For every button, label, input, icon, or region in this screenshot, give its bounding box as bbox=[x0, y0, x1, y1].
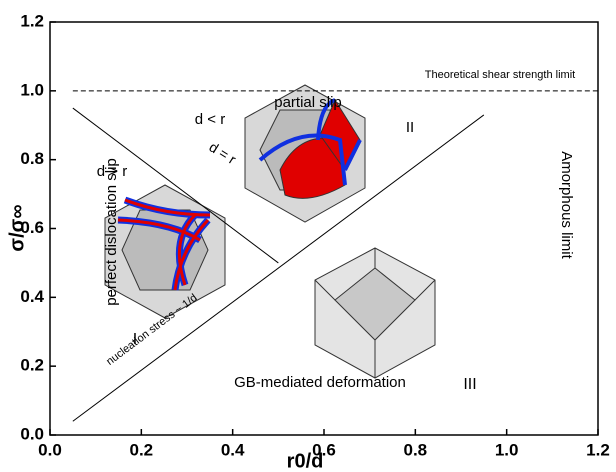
x-tick-label: 1.2 bbox=[586, 440, 610, 459]
y-tick-label: 0.6 bbox=[20, 218, 44, 237]
annotation: Theoretical shear strength limit bbox=[425, 69, 575, 81]
x-tick-label: 1.0 bbox=[495, 440, 519, 459]
y-tick-label: 1.2 bbox=[20, 11, 44, 30]
y-axis-label: σ/σ∞ bbox=[6, 204, 28, 251]
annotation: II bbox=[406, 119, 414, 136]
annotation: partial slip bbox=[274, 94, 342, 111]
y-tick-label: 0.4 bbox=[20, 287, 44, 306]
boundary-line bbox=[72, 107, 279, 264]
y-tick-label: 0.2 bbox=[20, 356, 44, 375]
annotation: perfect dislocation slip bbox=[103, 158, 120, 306]
y-tick-label: 0.0 bbox=[20, 424, 44, 443]
annotation: d > r bbox=[97, 163, 127, 180]
x-axis-label: r0/d bbox=[287, 450, 324, 472]
annotation: III bbox=[463, 376, 476, 393]
x-tick-label: 0.2 bbox=[130, 440, 154, 459]
x-tick-label: 0.6 bbox=[312, 440, 336, 459]
x-tick-label: 0.0 bbox=[38, 440, 62, 459]
x-tick-label: 0.8 bbox=[404, 440, 428, 459]
annotation: d = r bbox=[206, 139, 239, 168]
annotation: GB-mediated deformation bbox=[234, 374, 406, 391]
polyhedron-top bbox=[244, 84, 366, 223]
annotation: I bbox=[133, 331, 137, 348]
y-tick-label: 0.8 bbox=[20, 149, 44, 168]
y-tick-label: 1.0 bbox=[20, 80, 44, 99]
annotation: Amorphous limit bbox=[558, 151, 575, 259]
boundary-line bbox=[72, 114, 485, 422]
polyhedron-left bbox=[104, 184, 226, 319]
polyhedron-bottom bbox=[314, 247, 436, 379]
annotation: d < r bbox=[195, 111, 225, 128]
x-tick-label: 0.4 bbox=[221, 440, 245, 459]
